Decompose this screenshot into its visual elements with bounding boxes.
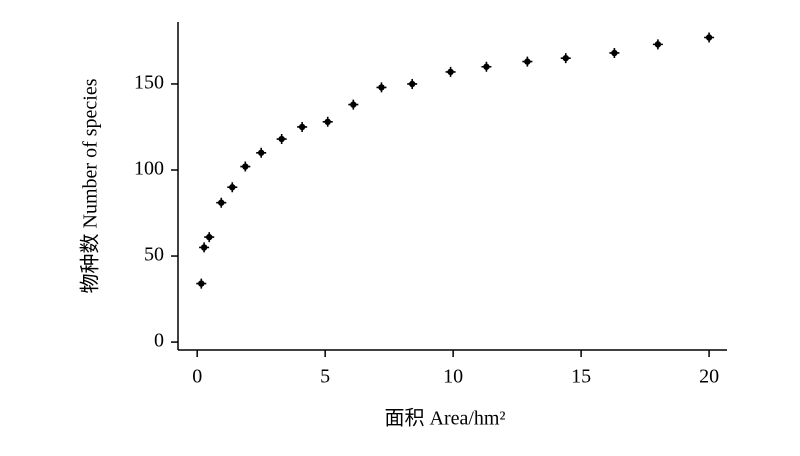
x-axis-label: 面积 Area/hm² [385,407,506,430]
x-tick-label: 20 [699,366,719,388]
point [276,134,287,145]
point [652,39,663,50]
point [322,116,333,127]
point [609,47,620,58]
point [348,99,359,110]
point [227,182,238,193]
x-tick-label: 15 [571,366,591,388]
y-tick-label: 50 [144,244,164,266]
point [560,53,571,64]
x-tick-label: 10 [443,366,463,388]
point [704,32,715,43]
y-axis-label: 物种数 Number of species [79,78,102,293]
point [204,232,215,243]
point [376,82,387,93]
point [297,121,308,132]
point [216,197,227,208]
point [481,61,492,72]
point [407,78,418,89]
point [445,66,456,77]
y-tick-label: 150 [134,72,164,94]
point [256,147,267,158]
point [199,242,210,253]
point [240,161,251,172]
x-tick-label: 5 [320,366,330,388]
point [522,56,533,67]
y-tick-label: 100 [134,158,164,180]
point [196,278,207,289]
y-tick-label: 0 [154,330,164,352]
x-tick-label: 0 [192,366,202,388]
